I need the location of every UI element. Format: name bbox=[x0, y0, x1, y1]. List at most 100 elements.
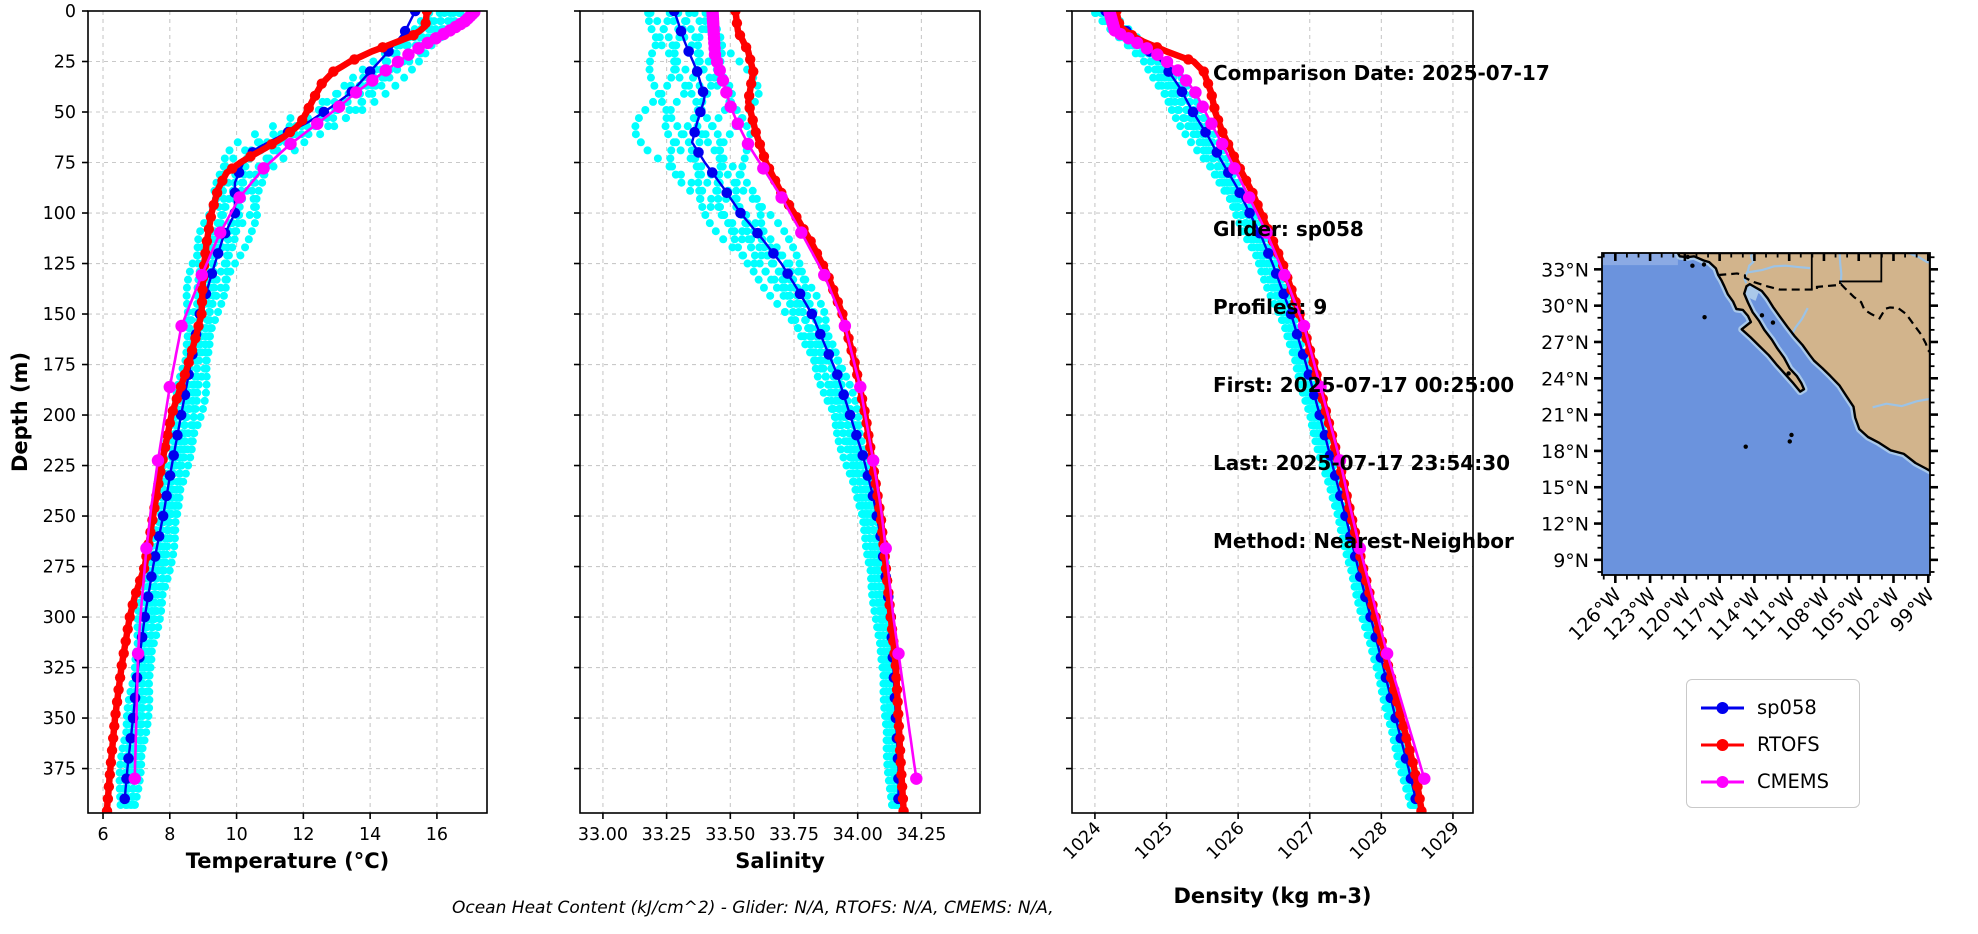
marker-dot bbox=[838, 389, 849, 401]
scatter-dot bbox=[846, 453, 855, 462]
map-lat-label: 9°N bbox=[1553, 550, 1589, 572]
scatter-dot bbox=[718, 162, 727, 171]
scatter-dot bbox=[1189, 130, 1198, 139]
scatter-dot bbox=[218, 211, 227, 220]
marker-dot bbox=[857, 450, 869, 461]
scatter-dot bbox=[158, 566, 167, 575]
scatter-dot bbox=[145, 703, 154, 712]
scatter-dot bbox=[693, 49, 702, 58]
scatter-dot bbox=[216, 283, 225, 292]
scatter-dot bbox=[751, 219, 760, 228]
scatter-dot bbox=[222, 259, 231, 268]
x-tick-label: 33.50 bbox=[705, 825, 755, 845]
scatter-dot bbox=[188, 259, 197, 268]
marker-dot bbox=[208, 199, 219, 211]
scatter-dot bbox=[645, 65, 654, 74]
scatter-dot bbox=[728, 243, 737, 252]
marker-dot bbox=[186, 345, 198, 356]
scatter-dot bbox=[323, 97, 332, 106]
legend-item-cmems: CMEMS bbox=[1687, 763, 1859, 800]
scatter-dot bbox=[245, 170, 254, 179]
scatter-dot bbox=[742, 227, 751, 236]
map-lat-label: 33°N bbox=[1541, 259, 1589, 281]
scatter-dot bbox=[163, 526, 172, 535]
marker-dot bbox=[167, 405, 179, 417]
marker-dot bbox=[153, 530, 165, 542]
scatter-dot bbox=[1264, 259, 1273, 268]
marker-dot bbox=[1404, 745, 1415, 756]
marker-dot bbox=[890, 660, 901, 671]
marker-dot bbox=[1198, 66, 1209, 77]
scatter-dot bbox=[647, 25, 656, 34]
x-tick-label: 34.00 bbox=[833, 825, 883, 845]
scatter-dot bbox=[747, 243, 756, 252]
plot-frame bbox=[1071, 10, 1474, 814]
scatter-dot bbox=[767, 275, 776, 284]
marker-dot bbox=[379, 64, 392, 77]
scatter-dot bbox=[663, 17, 672, 26]
scatter-dot bbox=[774, 219, 783, 228]
scatter-dot bbox=[848, 388, 857, 397]
scatter-dot bbox=[249, 194, 258, 203]
marker-dot bbox=[421, 36, 434, 50]
marker-dot bbox=[420, 17, 431, 29]
scatter-dot bbox=[780, 308, 789, 317]
legend-label: CMEMS bbox=[1757, 770, 1829, 793]
marker-dot bbox=[752, 227, 763, 239]
scatter-dot bbox=[804, 324, 813, 333]
scatter-dot bbox=[203, 316, 212, 325]
scatter-dot bbox=[657, 97, 666, 106]
x-tick-label: 33.25 bbox=[642, 825, 692, 845]
scatter-dot bbox=[757, 219, 766, 228]
marker-dot bbox=[157, 510, 169, 522]
marker-dot bbox=[795, 226, 808, 239]
scatter-dot bbox=[768, 259, 777, 268]
scatter-dot bbox=[1220, 186, 1229, 195]
scatter-dot bbox=[684, 138, 693, 147]
scatter-dot bbox=[739, 251, 748, 260]
scatter-dot bbox=[269, 162, 278, 171]
legend: sp058 RTOFS CMEMS bbox=[1686, 679, 1860, 808]
scatter-dot bbox=[634, 114, 643, 123]
scatter-dot bbox=[698, 202, 707, 211]
scatter-dot bbox=[716, 202, 725, 211]
marker-dot bbox=[1244, 207, 1255, 219]
depth-tick-label: 250 bbox=[43, 507, 76, 527]
marker-dot bbox=[114, 672, 126, 683]
scatter-dot bbox=[644, 17, 653, 26]
x-tick-label: 6 bbox=[97, 825, 108, 845]
scatter-dot bbox=[744, 235, 753, 244]
scatter-dot bbox=[707, 194, 716, 203]
scatter-dot bbox=[237, 178, 246, 187]
scatter-dot bbox=[659, 25, 668, 34]
marker-dot bbox=[854, 380, 867, 394]
scatter-dot bbox=[1181, 130, 1190, 139]
scatter-dot bbox=[196, 413, 205, 422]
scatter-dot bbox=[177, 461, 186, 470]
scatter-dot bbox=[219, 291, 228, 300]
marker-dot bbox=[893, 708, 904, 720]
marker-dot bbox=[245, 151, 256, 162]
marker-dot bbox=[896, 781, 908, 792]
scatter-dot bbox=[158, 558, 167, 567]
scatter-dot bbox=[654, 89, 663, 98]
scatter-dot bbox=[840, 437, 849, 446]
scatter-dot bbox=[682, 17, 691, 26]
scatter-dot bbox=[1247, 243, 1256, 252]
marker-dot bbox=[1217, 127, 1228, 138]
scatter-dot bbox=[115, 768, 124, 777]
scatter-dot bbox=[806, 348, 815, 357]
marker-dot bbox=[894, 745, 906, 756]
map-island bbox=[1759, 313, 1765, 318]
scatter-dot bbox=[1199, 114, 1208, 123]
legend-marker-dot bbox=[1716, 701, 1729, 714]
scatter-dot bbox=[165, 566, 174, 575]
scatter-dot bbox=[666, 154, 675, 163]
map-gulf-shallow bbox=[1745, 283, 1760, 301]
scatter-dot bbox=[145, 687, 154, 696]
marker-dot bbox=[730, 11, 741, 17]
marker-dot bbox=[891, 684, 903, 695]
scatter-dot bbox=[1273, 283, 1282, 292]
scatter-dot bbox=[875, 582, 884, 591]
